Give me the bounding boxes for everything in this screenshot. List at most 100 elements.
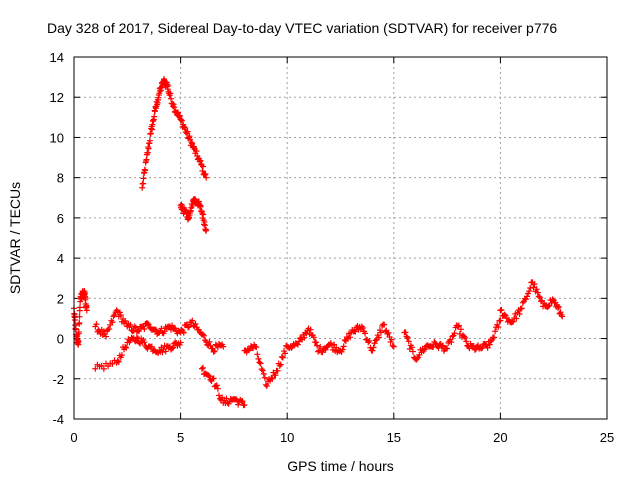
data-point [409, 348, 416, 355]
data-point [172, 339, 179, 346]
data-point [159, 349, 166, 356]
data-point [255, 355, 262, 362]
data-point [455, 322, 462, 329]
data-point [501, 311, 508, 318]
data-point [198, 365, 205, 372]
data-point [206, 338, 213, 345]
data-point [199, 331, 206, 338]
x-axis-label: GPS time / hours [287, 458, 394, 474]
data-point [75, 329, 82, 336]
data-point [167, 90, 174, 97]
data-point [518, 305, 525, 312]
data-point [545, 303, 552, 310]
data-point [145, 145, 152, 152]
data-point [184, 128, 191, 135]
chart-title: Day 328 of 2017, Sidereal Day-to-day VTE… [47, 20, 557, 36]
data-point [404, 334, 411, 341]
data-point [156, 347, 163, 354]
data-point [369, 347, 376, 354]
data-point [314, 342, 321, 349]
data-point [278, 353, 285, 360]
data-point [111, 311, 118, 318]
data-point [405, 338, 412, 345]
data-point [76, 304, 83, 311]
data-point [117, 312, 124, 319]
data-point [444, 345, 451, 352]
data-point [524, 293, 531, 300]
grid-lines [74, 57, 607, 419]
data-point [279, 354, 286, 361]
data-point [239, 398, 246, 405]
data-point [182, 125, 189, 132]
data-point [478, 345, 485, 352]
data-point [259, 367, 266, 374]
data-point [435, 345, 442, 352]
y-tick-label: 0 [57, 332, 64, 347]
data-point [312, 339, 319, 346]
data-point [498, 306, 505, 313]
data-point [115, 358, 122, 365]
data-point [196, 158, 203, 165]
data-point [448, 339, 455, 346]
data-point [189, 317, 196, 324]
data-point [513, 315, 520, 322]
data-point [118, 352, 125, 359]
data-point [199, 167, 206, 174]
data-point [260, 370, 267, 377]
data-point [347, 334, 354, 341]
data-point [263, 383, 270, 390]
data-point [362, 330, 369, 337]
data-point [471, 346, 478, 353]
data-point [301, 334, 308, 341]
data-point [402, 329, 409, 336]
data-point [127, 321, 134, 328]
data-point [256, 359, 263, 366]
x-tick-label: 10 [280, 430, 294, 445]
data-point [535, 293, 542, 300]
data-point [254, 351, 261, 358]
x-tick-label: 0 [70, 430, 77, 445]
data-point [114, 357, 121, 364]
data-point [378, 329, 385, 336]
data-point [261, 374, 268, 381]
x-tick-label: 5 [177, 430, 184, 445]
data-point [123, 344, 130, 351]
data-point [408, 344, 415, 351]
data-point [134, 327, 141, 334]
data-point [171, 104, 178, 111]
data-point [497, 317, 504, 324]
data-point [555, 303, 562, 310]
data-point [421, 346, 428, 353]
data-point [438, 343, 445, 350]
data-point [317, 343, 324, 350]
data-point [340, 343, 347, 350]
data-point [451, 330, 458, 337]
data-point [491, 334, 498, 341]
data-point [100, 365, 107, 372]
data-point [385, 329, 392, 336]
data-point [372, 337, 379, 344]
data-point [235, 401, 242, 408]
data-point [175, 109, 182, 116]
data-point [180, 329, 187, 336]
data-point [375, 334, 382, 341]
data-point [307, 326, 314, 333]
data-point [276, 362, 283, 369]
data-point [98, 362, 105, 369]
data-point [461, 333, 468, 340]
data-point [470, 343, 477, 350]
data-point [133, 334, 140, 341]
data-point [371, 340, 378, 347]
data-point [169, 100, 176, 107]
y-tick-label: -2 [52, 372, 64, 387]
data-point [148, 343, 155, 350]
data-point [211, 348, 218, 355]
data-point [210, 375, 217, 382]
data-point [215, 392, 222, 399]
data-point [168, 95, 175, 102]
data-point [193, 148, 200, 155]
y-tick-label: 8 [57, 171, 64, 186]
data-point [145, 321, 152, 328]
data-point [136, 328, 143, 335]
data-point [199, 163, 206, 170]
